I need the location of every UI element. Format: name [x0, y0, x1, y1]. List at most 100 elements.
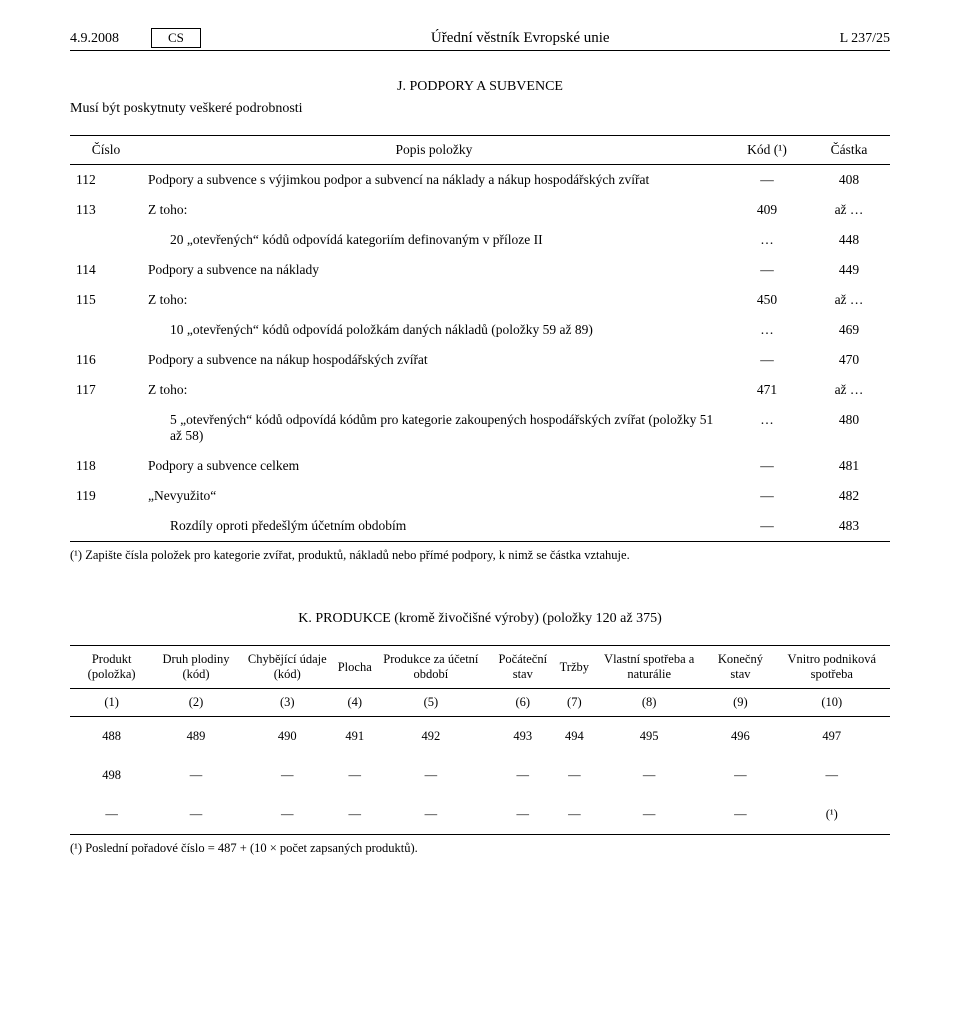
k-cell: —: [374, 795, 488, 835]
j-cell-kod: —: [726, 451, 808, 481]
j-table-row: 5 „otevřených“ kódů odpovídá kódům pro k…: [70, 405, 890, 451]
k-cell: 496: [707, 717, 773, 757]
j-table-row: 20 „otevřených“ kódů odpovídá kategoriím…: [70, 225, 890, 255]
j-cell-kod: 450: [726, 285, 808, 315]
j-col-kod: Kód (¹): [726, 136, 808, 165]
k-cell: —: [336, 795, 374, 835]
k-head2-cell: (6): [488, 689, 558, 717]
k-cell: (¹): [774, 795, 890, 835]
j-table-row: 116Podpory a subvence na nákup hospodářs…: [70, 345, 890, 375]
section-j-subtitle: Musí být poskytnuty veškeré podrobnosti: [70, 101, 890, 117]
k-head1-cell: Vlastní spotřeba a naturálie: [591, 646, 707, 689]
k-cell: —: [707, 756, 773, 795]
j-cell-cislo: [70, 511, 142, 542]
k-cell: 489: [153, 717, 239, 757]
j-col-castka: Částka: [808, 136, 890, 165]
k-cell: —: [336, 756, 374, 795]
k-head1-cell: Plocha: [336, 646, 374, 689]
k-head1-cell: Konečný stav: [707, 646, 773, 689]
j-cell-popis: Podpory a subvence celkem: [142, 451, 726, 481]
j-cell-kod: 409: [726, 195, 808, 225]
k-cell: —: [774, 756, 890, 795]
j-cell-castka: 449: [808, 255, 890, 285]
j-cell-kod: —: [726, 165, 808, 196]
k-cell: 492: [374, 717, 488, 757]
k-cell: 498: [70, 756, 153, 795]
k-head1-cell: Produkt (položka): [70, 646, 153, 689]
j-cell-castka: 480: [808, 405, 890, 451]
j-cell-cislo: 118: [70, 451, 142, 481]
j-cell-castka: 469: [808, 315, 890, 345]
j-cell-cislo: 116: [70, 345, 142, 375]
k-table-head-row-2: (1)(2)(3)(4)(5)(6)(7)(8)(9)(10): [70, 689, 890, 717]
j-cell-popis: 5 „otevřených“ kódů odpovídá kódům pro k…: [142, 405, 726, 451]
j-cell-popis: Podpory a subvence na náklady: [142, 255, 726, 285]
j-cell-kod: —: [726, 481, 808, 511]
k-cell: —: [488, 756, 558, 795]
k-cell: —: [374, 756, 488, 795]
j-cell-castka: 448: [808, 225, 890, 255]
j-cell-castka: 470: [808, 345, 890, 375]
j-cell-cislo: [70, 315, 142, 345]
section-j-footnote: (¹) Zapište čísla položek pro kategorie …: [70, 542, 890, 563]
k-head2-cell: (3): [239, 689, 336, 717]
k-cell: —: [70, 795, 153, 835]
k-cell: 493: [488, 717, 558, 757]
k-cell: —: [591, 795, 707, 835]
section-j-heading-block: J. PODPORY A SUBVENCE Musí být poskytnut…: [70, 79, 890, 117]
k-table-row-2: 498—————————: [70, 756, 890, 795]
k-head2-cell: (7): [558, 689, 591, 717]
j-table-row: 112Podpory a subvence s výjimkou podpor …: [70, 165, 890, 196]
section-k-title: K. PRODUKCE (kromě živočišné výroby) (po…: [70, 611, 890, 627]
j-cell-cislo: 115: [70, 285, 142, 315]
k-head2-cell: (1): [70, 689, 153, 717]
k-cell: —: [558, 795, 591, 835]
j-table-row: 115Z toho:450až …: [70, 285, 890, 315]
j-cell-popis: Podpory a subvence s výjimkou podpor a s…: [142, 165, 726, 196]
j-table-row: 118Podpory a subvence celkem—481: [70, 451, 890, 481]
j-cell-castka: 408: [808, 165, 890, 196]
j-cell-kod: —: [726, 255, 808, 285]
k-table-head-row-1: Produkt (položka)Druh plodiny (kód)Chybě…: [70, 646, 890, 689]
j-table-row: 113Z toho:409až …: [70, 195, 890, 225]
j-cell-popis: Podpory a subvence na nákup hospodářskýc…: [142, 345, 726, 375]
j-col-cislo: Číslo: [70, 136, 142, 165]
j-cell-cislo: [70, 225, 142, 255]
k-table-row-3: —————————(¹): [70, 795, 890, 835]
k-cell: —: [488, 795, 558, 835]
k-head1-cell: Druh plodiny (kód): [153, 646, 239, 689]
k-cell: —: [591, 756, 707, 795]
k-head2-cell: (2): [153, 689, 239, 717]
j-cell-cislo: 112: [70, 165, 142, 196]
k-cell: —: [153, 756, 239, 795]
j-cell-kod: —: [726, 511, 808, 542]
page: 4.9.2008 CS Úřední věstník Evropské unie…: [0, 0, 960, 896]
j-cell-popis: Z toho:: [142, 285, 726, 315]
j-cell-castka: až …: [808, 375, 890, 405]
j-cell-popis: Rozdíly oproti předešlým účetním obdobím: [142, 511, 726, 542]
k-head1-cell: Počáteční stav: [488, 646, 558, 689]
k-cell: —: [558, 756, 591, 795]
j-cell-popis: 10 „otevřených“ kódů odpovídá položkám d…: [142, 315, 726, 345]
j-table-row: 10 „otevřených“ kódů odpovídá položkám d…: [70, 315, 890, 345]
j-table-row: 119„Nevyužito“—482: [70, 481, 890, 511]
k-head2-cell: (8): [591, 689, 707, 717]
k-head2-cell: (10): [774, 689, 890, 717]
j-col-popis: Popis položky: [142, 136, 726, 165]
k-cell: 490: [239, 717, 336, 757]
lang-box: CS: [151, 28, 201, 48]
j-cell-popis: 20 „otevřených“ kódů odpovídá kategoriím…: [142, 225, 726, 255]
j-cell-cislo: 114: [70, 255, 142, 285]
j-cell-castka: 481: [808, 451, 890, 481]
k-table-row-1: 488489490491492493494495496497: [70, 717, 890, 757]
section-j-title: J. PODPORY A SUBVENCE: [70, 79, 890, 95]
running-header: 4.9.2008 CS Úřední věstník Evropské unie…: [70, 28, 890, 51]
j-cell-kod: …: [726, 225, 808, 255]
j-cell-castka: 483: [808, 511, 890, 542]
j-cell-kod: —: [726, 345, 808, 375]
k-cell: —: [153, 795, 239, 835]
k-head1-cell: Produkce za účetní období: [374, 646, 488, 689]
j-cell-kod: …: [726, 405, 808, 451]
section-k-table: Produkt (položka)Druh plodiny (kód)Chybě…: [70, 645, 890, 835]
j-table-row: Rozdíly oproti předešlým účetním obdobím…: [70, 511, 890, 542]
